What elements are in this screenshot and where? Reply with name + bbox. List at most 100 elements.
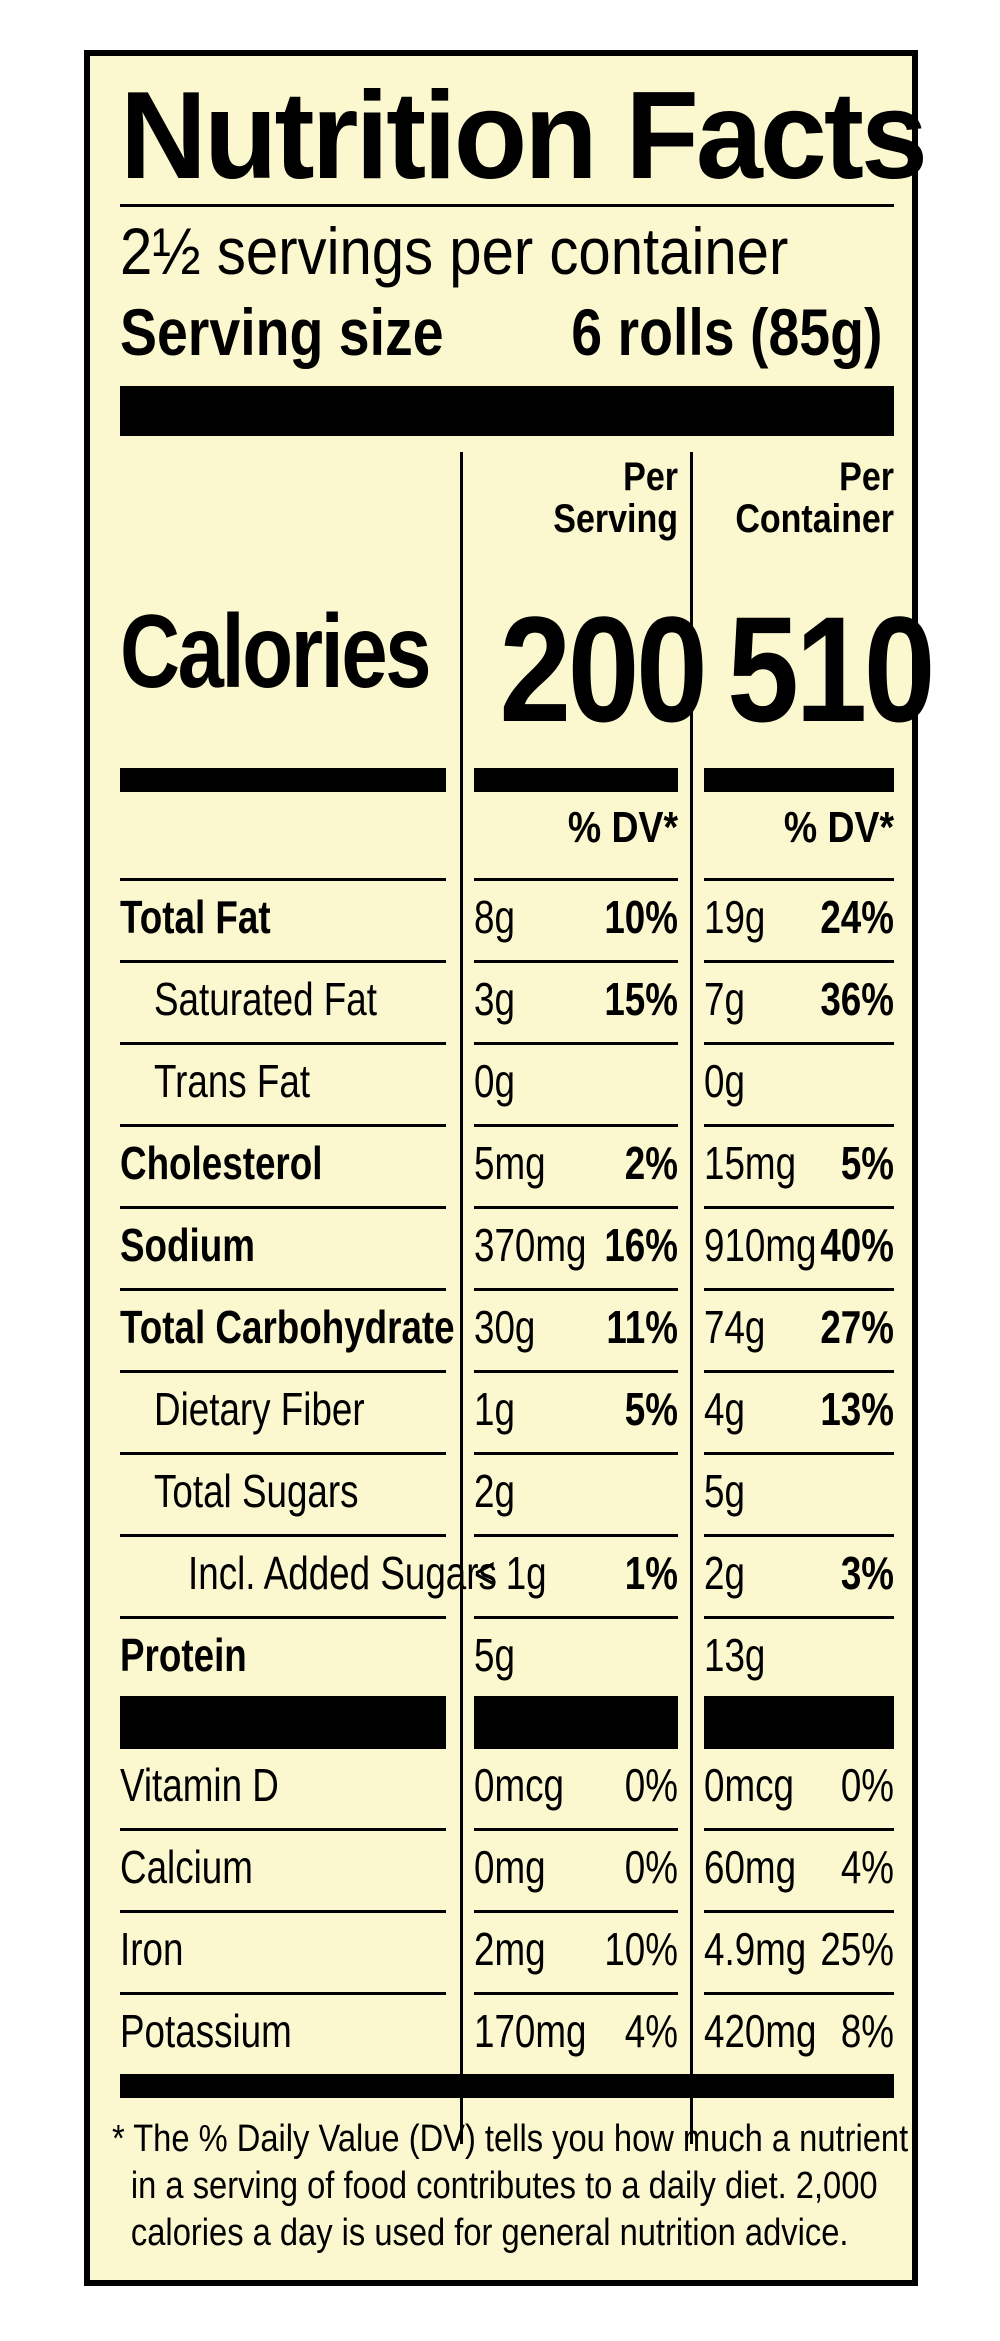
row-rule: [704, 1616, 894, 1619]
row-rule: [120, 1534, 446, 1537]
row-rule: [704, 1124, 894, 1127]
nutrition-label: Nutrition Facts 2½ servings per containe…: [84, 50, 936, 2286]
footnote-line-2: in a serving of food contributes to a da…: [130, 2165, 878, 2208]
serving-amount: < 1g: [474, 1547, 547, 1599]
container-amount: 420mg: [704, 2005, 817, 2057]
serving-dv: 16%: [604, 1219, 678, 1271]
container-amount: 74g: [704, 1301, 766, 1353]
serving-dv: 15%: [604, 973, 678, 1025]
serving-dv: 11%: [606, 1301, 678, 1353]
row-rule: [120, 1124, 446, 1127]
nutrient-name: Protein: [120, 1629, 247, 1681]
vitamin-bar-name: [120, 1696, 446, 1746]
row-rule: [704, 1370, 894, 1373]
header-per-container: Per Container: [729, 456, 894, 540]
row-rule: [704, 1828, 894, 1831]
row-rule: [704, 1452, 894, 1455]
serving-dv: 10%: [604, 891, 678, 943]
row-rule: [120, 1992, 446, 1995]
row-rule: [120, 1042, 446, 1045]
row-rule: [120, 1910, 446, 1913]
nutrient-name: Cholesterol: [120, 1137, 323, 1189]
row-rule: [704, 1910, 894, 1913]
container-amount: 5g: [704, 1465, 745, 1517]
header-per-container-line2: Container: [735, 497, 894, 541]
serving-amount: 2mg: [474, 1923, 546, 1975]
nutrient-name: Dietary Fiber: [154, 1383, 365, 1435]
serving-amount: 2g: [474, 1465, 515, 1517]
calories-bar-container: [704, 768, 894, 792]
header-per-serving-line2: Serving: [553, 497, 678, 541]
row-rule: [704, 1206, 894, 1209]
row-rule: [474, 960, 678, 963]
serving-dv: 10%: [604, 1923, 678, 1975]
header-per-serving: Per Serving: [501, 456, 678, 540]
thick-divider-bottom: [120, 2074, 894, 2098]
row-rule: [474, 1534, 678, 1537]
row-rule: [120, 1828, 446, 1831]
row-rule: [704, 1042, 894, 1045]
footnote-line-3: calories a day is used for general nutri…: [130, 2212, 849, 2255]
row-rule: [474, 1828, 678, 1831]
dv-header-container: % DV*: [783, 803, 894, 852]
footnote-line-1: * The % Daily Value (DV) tells you how m…: [112, 2118, 909, 2160]
serving-amount: 0mg: [474, 1841, 546, 1893]
calories-bar-serving: [474, 768, 678, 792]
serving-size-value: 6 rolls (85g): [570, 295, 882, 369]
serving-amount: 30g: [474, 1301, 536, 1353]
serving-amount: 5g: [474, 1629, 515, 1681]
row-rule: [704, 1992, 894, 1995]
nutrient-name: Potassium: [120, 2005, 292, 2057]
nutrient-name: Iron: [120, 1923, 184, 1975]
serving-amount: 0mcg: [474, 1759, 564, 1811]
row-rule: [474, 1124, 678, 1127]
container-dv: 3%: [840, 1547, 894, 1599]
nutrient-name: Total Sugars: [154, 1465, 359, 1517]
calories-per-container: 510: [727, 585, 935, 753]
container-dv: 25%: [820, 1923, 894, 1975]
column-divider-serving: [460, 452, 463, 2144]
container-dv: 4%: [840, 1841, 894, 1893]
container-amount: 0g: [704, 1055, 745, 1107]
nutrient-name: Vitamin D: [120, 1759, 279, 1811]
serving-amount: 3g: [474, 973, 515, 1025]
serving-dv: 2%: [624, 1137, 678, 1189]
row-rule: [120, 1370, 446, 1373]
calories-bar-name: [120, 768, 446, 792]
row-rule: [474, 878, 678, 881]
row-rule: [704, 1288, 894, 1291]
calories-label: Calories: [120, 594, 432, 710]
container-amount: 4g: [704, 1383, 745, 1435]
container-amount: 2g: [704, 1547, 745, 1599]
nutrient-name: Sodium: [120, 1219, 255, 1271]
label-title: Nutrition Facts: [120, 67, 928, 205]
nutrient-name: Incl. Added Sugars: [188, 1547, 497, 1599]
serving-amount: 0g: [474, 1055, 515, 1107]
row-rule: [474, 1042, 678, 1045]
row-rule: [120, 878, 446, 881]
container-dv: 24%: [820, 891, 894, 943]
nutrient-name: Total Fat: [120, 891, 271, 943]
serving-size-label: Serving size: [120, 295, 444, 369]
thick-divider-top: [120, 386, 894, 436]
serving-dv: 0%: [624, 1759, 678, 1811]
vitamin-bar-serving: [474, 1696, 678, 1746]
container-dv: 5%: [840, 1137, 894, 1189]
row-rule: [120, 1206, 446, 1209]
calories-per-serving: 200: [499, 585, 707, 753]
row-rule: [120, 960, 446, 963]
serving-amount: 8g: [474, 891, 515, 943]
container-amount: 19g: [704, 891, 766, 943]
row-rule: [120, 1452, 446, 1455]
container-dv: 13%: [820, 1383, 894, 1435]
container-amount: 910mg: [704, 1219, 817, 1271]
container-amount: 4.9mg: [704, 1923, 807, 1975]
dv-header-serving: % DV*: [567, 803, 678, 852]
nutrient-name: Total Carbohydrate: [120, 1301, 455, 1353]
footnote: * The % Daily Value (DV) tells you how m…: [112, 2116, 909, 2257]
container-amount: 13g: [704, 1629, 766, 1681]
container-dv: 0%: [840, 1759, 894, 1811]
container-amount: 60mg: [704, 1841, 797, 1893]
container-amount: 15mg: [704, 1137, 797, 1189]
row-rule: [704, 960, 894, 963]
